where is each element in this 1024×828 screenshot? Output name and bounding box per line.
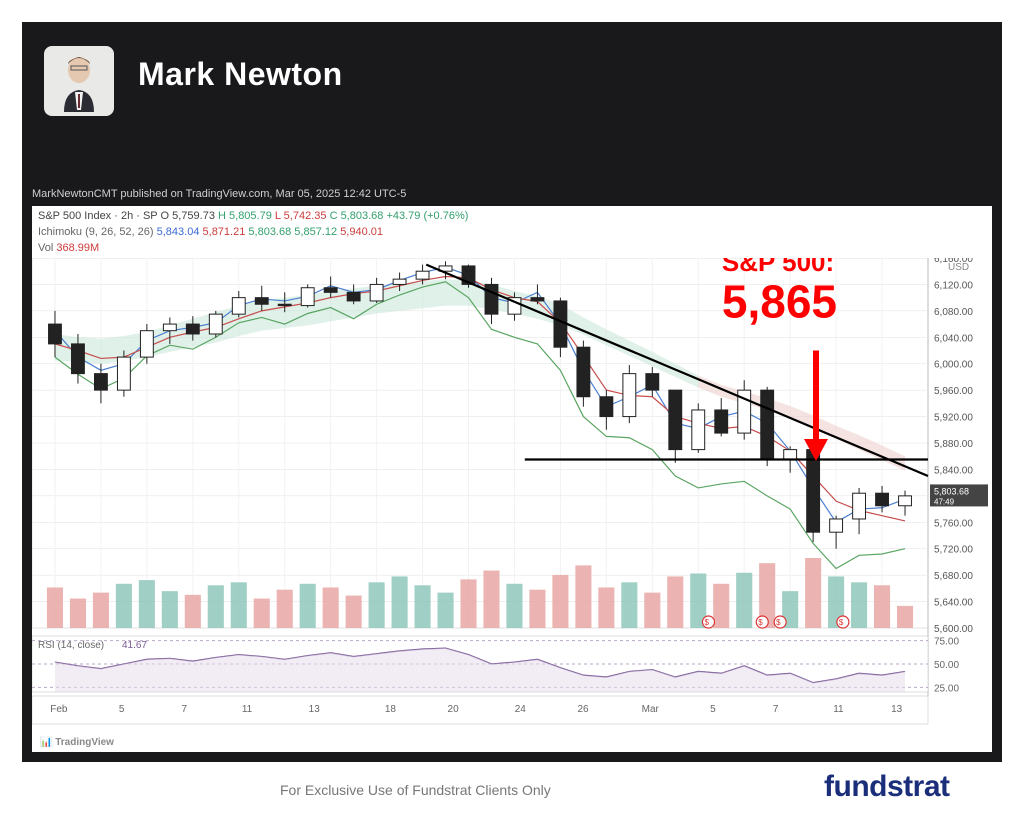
ichi-v3: 5,803.68 xyxy=(248,226,291,238)
svg-text:50.00: 50.00 xyxy=(934,660,959,671)
tradingview-watermark: 📊 TradingView xyxy=(40,737,114,748)
footer-text: For Exclusive Use of Fundstrat Clients O… xyxy=(280,782,551,798)
svg-text:5,960.00: 5,960.00 xyxy=(934,386,973,397)
svg-text:6,080.00: 6,080.00 xyxy=(934,307,973,318)
ichi-v1: 5,843.04 xyxy=(157,226,200,238)
svg-text:7: 7 xyxy=(182,704,188,715)
svg-text:75.00: 75.00 xyxy=(934,637,959,648)
svg-text:41.67: 41.67 xyxy=(122,640,147,651)
svg-text:5: 5 xyxy=(119,704,125,715)
symbol-prefix: S&P 500 Index · 2h · SP xyxy=(38,210,157,222)
svg-text:11: 11 xyxy=(833,704,844,715)
svg-text:6,120.00: 6,120.00 xyxy=(934,280,973,291)
svg-text:5,760.00: 5,760.00 xyxy=(934,518,973,529)
ichimoku-label: Ichimoku (9, 26, 52, 26) xyxy=(38,226,154,238)
svg-text:5,803.68: 5,803.68 xyxy=(934,486,969,496)
svg-text:RSI (14, close): RSI (14, close) xyxy=(38,640,104,651)
chart-svg-wrap: 5,600.00 5,640.00 5,680.00 5,720.00 5,760.00… xyxy=(32,258,992,752)
ichimoku-line: Ichimoku (9, 26, 52, 26) 5,843.04 5,871.… xyxy=(38,226,383,238)
brand-logo: fundstrat xyxy=(824,770,950,804)
svg-text:$: $ xyxy=(704,618,709,627)
vol-line: Vol 368.99M xyxy=(38,242,99,254)
svg-text:13: 13 xyxy=(309,704,321,715)
svg-text:20: 20 xyxy=(448,704,460,715)
svg-text:$: $ xyxy=(839,618,844,627)
svg-text:11: 11 xyxy=(242,704,253,715)
ichi-v4: 5,857.12 xyxy=(294,226,337,238)
chart-area: S&P 500 Index · 2h · SP O 5,759.73 H 5,8… xyxy=(32,206,992,752)
svg-text:5: 5 xyxy=(710,704,716,715)
svg-text:S&P 500:: S&P 500: xyxy=(722,258,834,277)
svg-text:18: 18 xyxy=(385,704,397,715)
svg-text:24: 24 xyxy=(515,704,527,715)
svg-text:7: 7 xyxy=(773,704,779,715)
svg-text:26: 26 xyxy=(577,704,589,715)
svg-text:5,865: 5,865 xyxy=(722,275,837,327)
svg-text:$: $ xyxy=(758,618,763,627)
svg-text:6,040.00: 6,040.00 xyxy=(934,333,973,344)
source-line: MarkNewtonCMT published on TradingView.c… xyxy=(32,188,406,200)
svg-text:13: 13 xyxy=(891,704,903,715)
vol-value: 368.99M xyxy=(56,242,99,254)
author-name: Mark Newton xyxy=(138,56,343,93)
svg-text:5,720.00: 5,720.00 xyxy=(934,545,973,556)
ichi-v5: 5,940.01 xyxy=(340,226,383,238)
svg-text:USD: USD xyxy=(948,262,969,273)
ohlc-l: L 5,742.35 xyxy=(275,210,327,222)
symbol-line: S&P 500 Index · 2h · SP O 5,759.73 H 5,8… xyxy=(38,210,468,222)
ohlc-o: O 5,759.73 xyxy=(161,210,215,222)
svg-text:5,640.00: 5,640.00 xyxy=(934,598,973,609)
svg-text:25.00: 25.00 xyxy=(934,683,959,694)
vol-label: Vol xyxy=(38,242,53,254)
ichi-v2: 5,871.21 xyxy=(203,226,246,238)
svg-text:47:49: 47:49 xyxy=(934,497,955,506)
svg-text:5,920.00: 5,920.00 xyxy=(934,413,973,424)
ohlc-chg: +43.79 (+0.76%) xyxy=(386,210,468,222)
svg-text:5,880.00: 5,880.00 xyxy=(934,439,973,450)
svg-text:$: $ xyxy=(776,618,781,627)
avatar xyxy=(44,46,114,116)
svg-text:Mar: Mar xyxy=(642,704,660,715)
ohlc-c: C 5,803.68 xyxy=(330,210,384,222)
ohlc-h: H 5,805.79 xyxy=(218,210,272,222)
svg-text:5,600.00: 5,600.00 xyxy=(934,624,973,635)
dark-panel: Mark Newton MarkNewtonCMT published on T… xyxy=(22,22,1002,762)
svg-text:5,840.00: 5,840.00 xyxy=(934,465,973,476)
svg-text:5,680.00: 5,680.00 xyxy=(934,571,973,582)
svg-text:Feb: Feb xyxy=(50,704,68,715)
svg-text:6,000.00: 6,000.00 xyxy=(934,360,973,371)
